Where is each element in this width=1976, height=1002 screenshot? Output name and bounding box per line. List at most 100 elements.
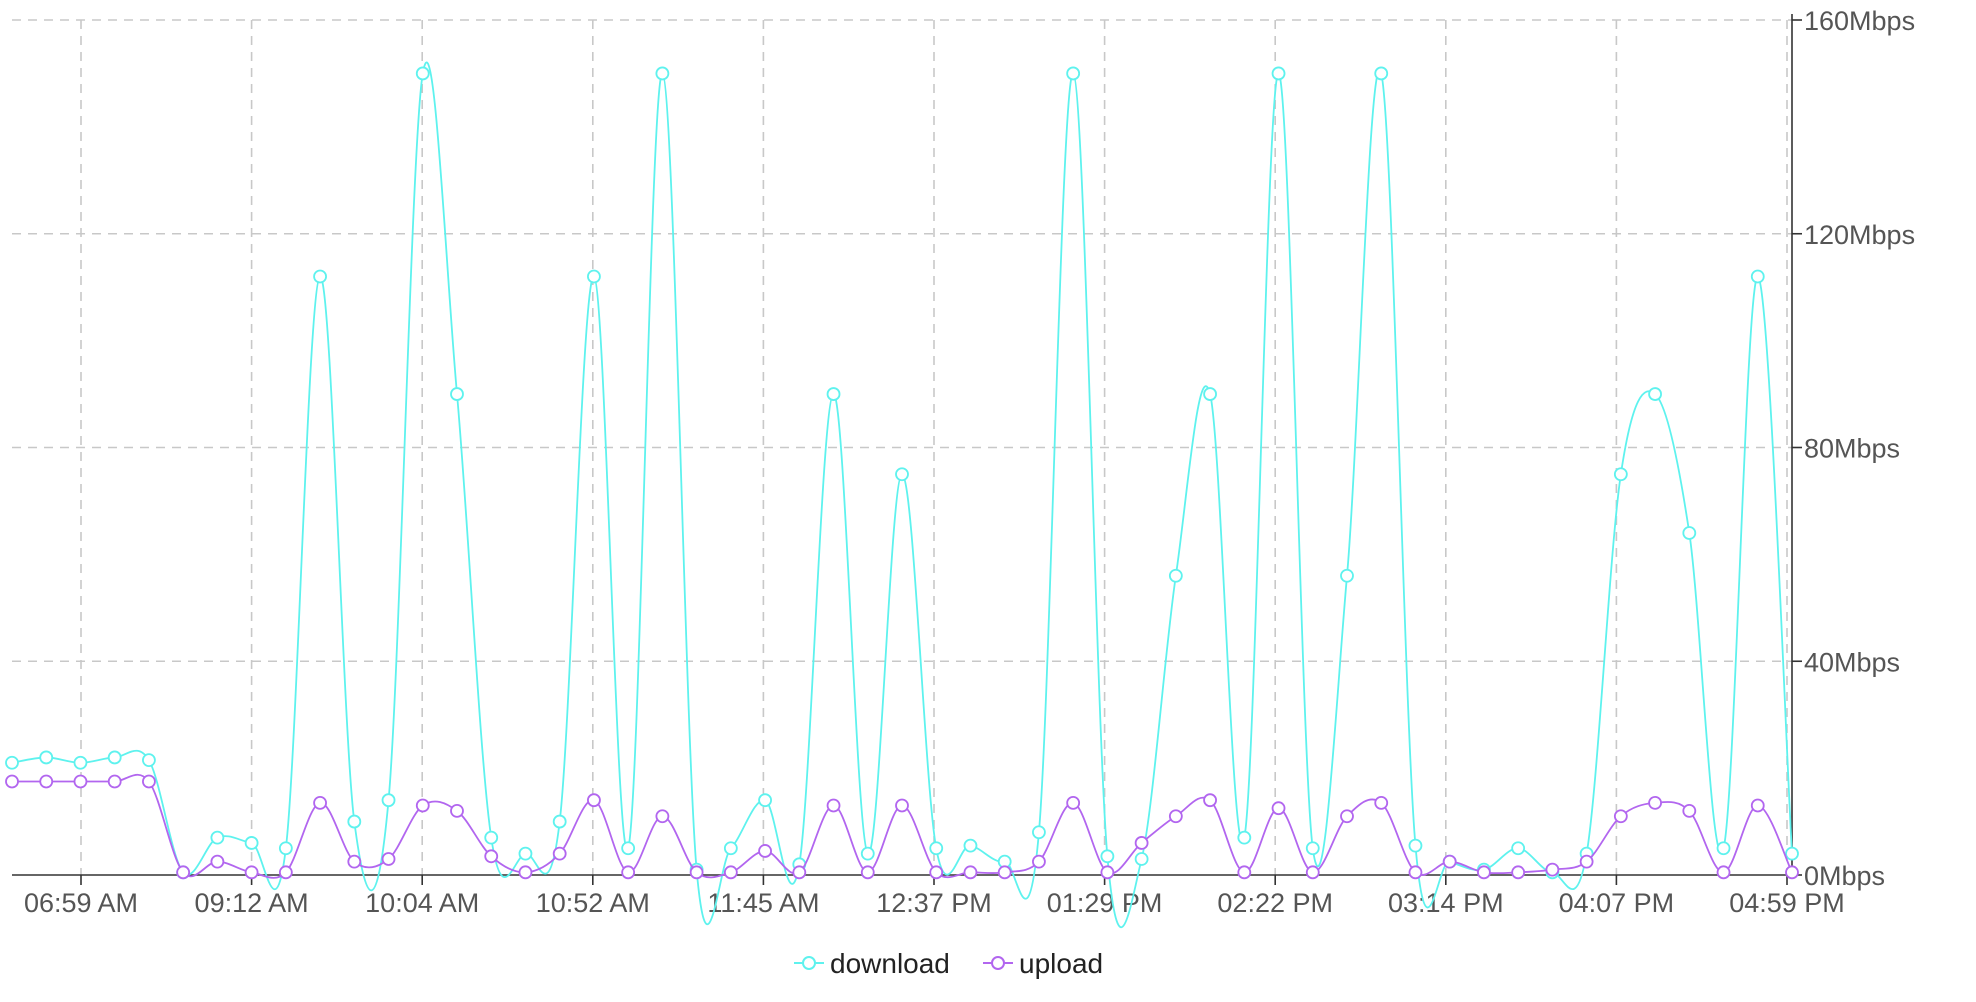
data-point-download[interactable] [860, 846, 875, 861]
data-point-upload[interactable] [963, 865, 978, 880]
data-point-download[interactable] [39, 750, 54, 765]
data-point-download[interactable] [210, 830, 225, 845]
data-point-download[interactable] [1066, 66, 1081, 81]
data-point-download[interactable] [1682, 526, 1697, 540]
data-point-download[interactable] [1613, 467, 1628, 482]
data-point-upload[interactable] [1477, 865, 1491, 880]
data-point-upload[interactable] [347, 854, 362, 869]
data-point-download[interactable] [5, 755, 19, 770]
data-point-download[interactable] [415, 66, 430, 81]
data-point-download[interactable] [518, 846, 533, 861]
data-point-download[interactable] [381, 793, 396, 808]
data-point-upload[interactable] [244, 865, 259, 880]
data-point-download[interactable] [450, 387, 464, 401]
data-point-download[interactable] [552, 814, 567, 829]
data-point-download[interactable] [278, 841, 293, 856]
data-point-upload[interactable] [1511, 865, 1526, 880]
data-point-upload[interactable] [1374, 795, 1389, 810]
data-point-download[interactable] [1305, 841, 1320, 856]
data-point-upload[interactable] [689, 865, 704, 880]
data-point-upload[interactable] [723, 865, 738, 880]
data-point-download[interactable] [963, 838, 978, 853]
data-point-upload[interactable] [1785, 865, 1799, 880]
data-point-download[interactable] [484, 830, 499, 845]
data-point-download[interactable] [655, 66, 670, 81]
data-point-upload[interactable] [518, 865, 533, 880]
data-point-download[interactable] [587, 269, 601, 284]
data-point-upload[interactable] [655, 809, 670, 824]
data-point-download[interactable] [1716, 841, 1731, 856]
data-point-upload[interactable] [1613, 809, 1628, 824]
data-point-download[interactable] [313, 269, 327, 284]
data-point-upload[interactable] [929, 865, 944, 880]
data-point-download[interactable] [142, 753, 156, 768]
data-point-upload[interactable] [997, 865, 1012, 880]
data-point-download[interactable] [347, 814, 362, 829]
data-point-download[interactable] [1785, 846, 1799, 861]
data-point-upload[interactable] [895, 798, 909, 813]
data-point-download[interactable] [929, 841, 944, 856]
data-point-download[interactable] [1750, 269, 1765, 284]
data-point-upload[interactable] [758, 844, 772, 858]
data-point-upload[interactable] [176, 865, 191, 880]
data-point-upload[interactable] [1408, 865, 1423, 880]
data-point-upload[interactable] [5, 774, 19, 789]
data-point-upload[interactable] [415, 798, 430, 813]
data-point-upload[interactable] [552, 846, 567, 861]
data-point-download[interactable] [1271, 66, 1286, 81]
data-point-upload[interactable] [313, 795, 327, 810]
data-point-upload[interactable] [1682, 803, 1697, 818]
data-point-upload[interactable] [484, 849, 499, 864]
data-point-download[interactable] [1237, 830, 1252, 845]
data-point-download[interactable] [621, 841, 636, 856]
data-point-upload[interactable] [1648, 795, 1662, 810]
data-point-download[interactable] [107, 750, 122, 765]
data-point-upload[interactable] [1032, 854, 1046, 869]
data-point-download[interactable] [1032, 825, 1046, 840]
data-point-download[interactable] [1203, 387, 1217, 401]
data-point-upload[interactable] [1340, 809, 1354, 824]
legend-item-upload[interactable]: upload [983, 948, 1103, 979]
data-point-upload[interactable] [1750, 798, 1765, 813]
data-point-download[interactable] [723, 841, 738, 856]
data-point-upload[interactable] [1134, 836, 1149, 850]
data-point-upload[interactable] [826, 798, 841, 813]
data-point-upload[interactable] [1442, 854, 1457, 869]
data-point-download[interactable] [1100, 849, 1115, 864]
data-point-upload[interactable] [1168, 809, 1183, 824]
data-point-upload[interactable] [1066, 795, 1081, 810]
data-point-upload[interactable] [1100, 865, 1115, 880]
data-point-upload[interactable] [860, 865, 875, 880]
data-point-upload[interactable] [621, 865, 636, 880]
data-point-download[interactable] [1374, 66, 1389, 81]
data-point-download[interactable] [826, 387, 841, 401]
data-point-download[interactable] [1168, 568, 1183, 583]
data-point-upload[interactable] [1545, 862, 1560, 877]
data-point-upload[interactable] [107, 774, 122, 789]
data-point-upload[interactable] [39, 774, 54, 789]
data-point-upload[interactable] [587, 793, 601, 808]
data-point-download[interactable] [1648, 387, 1662, 401]
data-point-download[interactable] [1134, 852, 1149, 866]
data-point-upload[interactable] [142, 774, 156, 789]
data-point-upload[interactable] [450, 803, 464, 818]
data-point-download[interactable] [73, 755, 88, 770]
data-point-upload[interactable] [381, 852, 396, 866]
data-point-upload[interactable] [278, 865, 293, 880]
data-point-download[interactable] [1408, 838, 1423, 853]
data-point-upload[interactable] [1271, 801, 1286, 816]
data-point-upload[interactable] [1579, 854, 1594, 869]
data-point-upload[interactable] [210, 854, 225, 869]
data-point-upload[interactable] [792, 865, 807, 880]
data-point-download[interactable] [895, 467, 909, 482]
data-point-upload[interactable] [1203, 793, 1217, 808]
data-point-download[interactable] [1511, 841, 1526, 856]
legend[interactable]: download upload [794, 948, 1103, 979]
data-point-upload[interactable] [1716, 865, 1731, 880]
data-point-upload[interactable] [73, 774, 88, 789]
data-point-upload[interactable] [1237, 865, 1252, 880]
data-point-download[interactable] [1340, 568, 1354, 583]
data-point-download[interactable] [244, 836, 259, 850]
data-point-download[interactable] [758, 793, 772, 808]
data-point-upload[interactable] [1305, 865, 1320, 880]
